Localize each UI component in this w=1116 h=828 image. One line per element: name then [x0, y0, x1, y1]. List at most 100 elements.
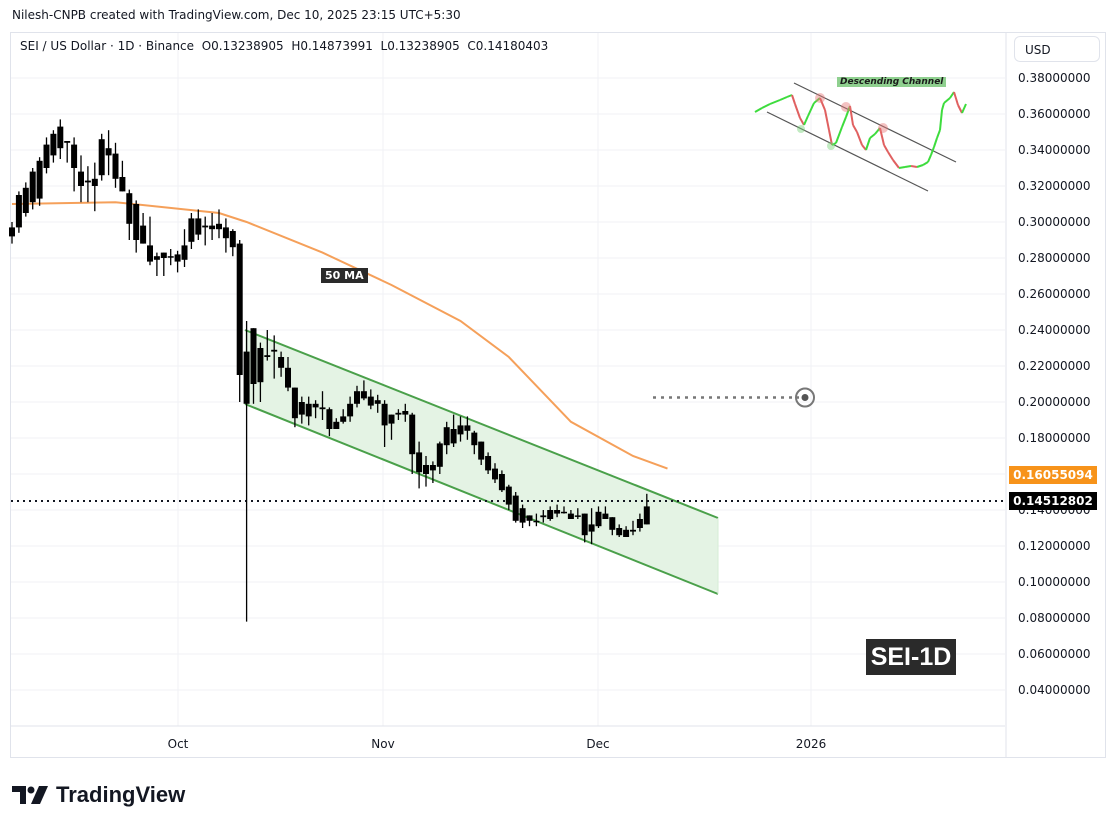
candle	[71, 137, 78, 192]
candle	[443, 421, 450, 455]
candle	[243, 321, 250, 622]
candle	[119, 160, 126, 192]
candle	[195, 209, 202, 240]
candle	[354, 385, 360, 408]
candle	[464, 416, 471, 440]
price-axis-label: 0.18000000	[1018, 431, 1091, 445]
price-axis-label: 0.30000000	[1018, 215, 1091, 229]
candle	[22, 182, 29, 217]
candle	[298, 396, 305, 424]
candle	[602, 506, 609, 519]
candle	[153, 252, 160, 276]
candle	[264, 330, 271, 361]
ma50-line	[11, 201, 668, 470]
candle	[174, 250, 181, 273]
ma-label: 50 MA	[321, 268, 368, 283]
candle	[133, 200, 140, 253]
price-axis-label: 0.38000000	[1018, 71, 1091, 85]
candle	[140, 213, 147, 244]
candle	[347, 396, 354, 422]
candle	[367, 389, 374, 410]
candle	[402, 403, 409, 422]
candle	[91, 162, 98, 212]
candle	[616, 524, 623, 537]
candle	[126, 189, 133, 240]
candle	[526, 515, 533, 527]
time-axis-label: Dec	[586, 737, 610, 751]
close-value: C0.14180403	[467, 39, 549, 53]
candle	[209, 213, 216, 240]
candle	[278, 351, 285, 377]
candle	[471, 430, 478, 455]
candle	[326, 407, 333, 437]
candle	[15, 191, 22, 233]
symbol-legend: SEI / US Dollar · 1D · Binance O0.132389…	[20, 39, 548, 53]
candle	[423, 456, 429, 487]
candle	[540, 510, 547, 523]
candle	[160, 252, 167, 276]
candle	[188, 213, 195, 249]
candle	[561, 506, 567, 514]
candle	[395, 409, 402, 420]
high-value: H0.14873991	[291, 39, 373, 53]
candle	[333, 418, 340, 429]
candle	[519, 504, 526, 528]
candle	[574, 508, 581, 519]
channel-lower-line	[244, 403, 719, 595]
candle	[202, 216, 209, 246]
candle	[167, 249, 174, 266]
candle	[360, 380, 367, 401]
candle	[250, 328, 257, 404]
candle	[485, 452, 492, 474]
candle	[98, 133, 105, 181]
chart-credit: Nilesh-CNPB created with TradingView.com…	[12, 8, 461, 22]
candle	[84, 166, 91, 203]
candle	[416, 441, 423, 489]
price-axis-label: 0.10000000	[1018, 575, 1091, 589]
candle	[236, 240, 243, 402]
candle	[409, 412, 416, 474]
candle	[595, 506, 602, 528]
last-price-tag: 0.14512802	[1009, 492, 1097, 510]
time-axis-label: Nov	[371, 737, 395, 751]
price-axis-label: 0.12000000	[1018, 539, 1091, 553]
candle	[319, 391, 326, 420]
price-axis-label: 0.04000000	[1018, 683, 1091, 697]
price-axis-label: 0.28000000	[1018, 251, 1091, 265]
candle	[457, 416, 464, 442]
candle	[43, 137, 50, 174]
time-axis-label: 2026	[795, 737, 827, 751]
candle	[112, 142, 119, 188]
candle	[50, 130, 57, 163]
price-axis-label: 0.32000000	[1018, 179, 1091, 193]
ma-price-tag: 0.16055094	[1009, 466, 1097, 484]
low-value: L0.13238905	[380, 39, 460, 53]
candle	[105, 130, 112, 176]
candle	[222, 218, 229, 253]
inset-title: Descending Channel	[837, 77, 947, 87]
candle	[505, 484, 512, 510]
candle	[64, 141, 71, 163]
candle	[216, 209, 222, 239]
candle	[229, 229, 236, 257]
candle	[57, 119, 64, 159]
candle	[567, 510, 574, 519]
currency-button[interactable]: USD	[1014, 36, 1100, 62]
candle	[636, 513, 643, 532]
candle	[609, 517, 616, 536]
candle	[554, 504, 561, 518]
candle	[388, 414, 395, 440]
candle	[147, 216, 153, 266]
time-axis-label: Oct	[167, 737, 189, 751]
price-axis-label: 0.26000000	[1018, 287, 1091, 301]
price-axis-label: 0.22000000	[1018, 359, 1091, 373]
candle	[623, 526, 630, 537]
tradingview-wordmark: TradingView	[56, 782, 186, 807]
tradingview-mark-icon	[12, 786, 48, 804]
candle	[305, 396, 312, 426]
candle	[643, 493, 650, 525]
inset-pattern	[754, 82, 967, 192]
symbol-badge: SEI-1D	[866, 639, 956, 675]
price-axis-label: 0.34000000	[1018, 143, 1091, 157]
